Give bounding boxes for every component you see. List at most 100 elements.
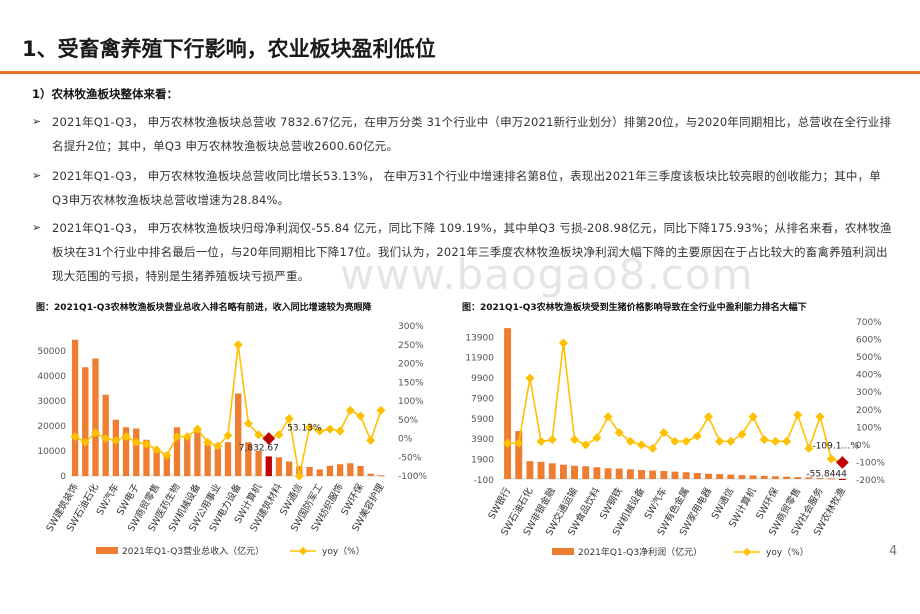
y-right-tick-label: 400% xyxy=(856,371,882,381)
bar xyxy=(582,466,590,479)
y-right-tick-label: 500% xyxy=(856,353,882,363)
watermark: www.baogao8.com xyxy=(340,250,754,299)
legend-label-bar: 2021年Q1-Q3净利润（亿元） xyxy=(578,546,702,558)
bar xyxy=(143,439,150,476)
bar xyxy=(82,367,89,476)
yoy-point xyxy=(603,412,613,422)
y-left-tick-label: 13900 xyxy=(465,333,494,343)
title-divider xyxy=(0,71,920,74)
y-right-tick-label: 0% xyxy=(856,441,871,451)
bar xyxy=(749,475,757,479)
yoy-point xyxy=(111,435,121,445)
yoy-point xyxy=(70,432,80,442)
bar xyxy=(357,466,364,476)
yoy-point xyxy=(782,436,792,446)
bar xyxy=(626,469,634,479)
section-subheading: 1）农林牧渔板块整体来看： xyxy=(32,87,179,101)
chart-title-revenue: 图：2021Q1-Q3农林牧渔板块营业总收入排名略有前进，收入同比增速较为亮眼降 xyxy=(36,303,372,313)
yoy-point xyxy=(305,422,315,432)
yoy-point xyxy=(836,456,849,469)
yoy-point xyxy=(681,436,691,446)
bar xyxy=(805,477,813,479)
y-right-tick-label: -100% xyxy=(398,472,427,482)
y-left-tick-label: 3900 xyxy=(471,435,494,445)
bar xyxy=(286,461,293,476)
bar xyxy=(235,393,242,476)
yoy-point xyxy=(345,405,355,415)
yoy-point xyxy=(692,431,702,441)
arrow-bullet-icon: ➢ xyxy=(32,169,42,182)
arrow-bullet-icon: ➢ xyxy=(32,221,42,234)
y-left-tick-label: 20000 xyxy=(37,422,66,432)
bar xyxy=(760,475,768,479)
y-right-tick-label: 300% xyxy=(856,388,882,398)
legend-label-line: yoy（%） xyxy=(322,546,365,557)
y-right-tick-label: 50% xyxy=(398,416,418,426)
value-annotation: 7,832.67 xyxy=(239,443,279,453)
yoy-point xyxy=(233,340,243,350)
yoy-point xyxy=(131,437,141,447)
legend-label-line: yoy（%） xyxy=(766,547,809,558)
bullet-text: 2021年Q1-Q3， 申万农林牧渔板块总营收同比增长53.13%， 在申万31… xyxy=(52,169,881,207)
bar xyxy=(716,474,724,479)
yoy-point xyxy=(525,373,535,383)
y-left-tick-label: 9900 xyxy=(471,374,494,384)
bar xyxy=(316,469,323,476)
bar xyxy=(296,466,303,476)
bar xyxy=(347,463,354,476)
yoy-point xyxy=(748,412,758,422)
bar xyxy=(194,429,201,476)
bar xyxy=(275,457,283,476)
bar xyxy=(515,431,523,479)
yoy-point xyxy=(570,435,580,445)
y-left-tick-label: 0 xyxy=(60,472,66,482)
bar xyxy=(245,442,252,476)
bar xyxy=(184,436,191,476)
y-left-tick-label: 30000 xyxy=(37,397,66,407)
legend-label-bar: 2021年Q1-Q3营业总收入（亿元） xyxy=(122,545,264,557)
bar xyxy=(112,419,120,476)
yoy-point xyxy=(141,439,151,449)
bullet-paragraph-profit: ➢ 2021年Q1-Q3， 申万农林牧渔板块归母净利润仅-55.84 亿元，同比… xyxy=(32,216,892,288)
y-left-tick-label: 7900 xyxy=(471,394,494,404)
bar xyxy=(92,358,99,476)
y-left-tick-label: 40000 xyxy=(37,372,66,382)
bar xyxy=(122,427,130,476)
yoy-point xyxy=(366,435,376,445)
bar xyxy=(660,471,668,479)
y-left-tick-label: 1900 xyxy=(471,456,494,466)
bar xyxy=(163,453,170,476)
yoy-point xyxy=(592,433,602,443)
yoy-point xyxy=(759,435,769,445)
yoy-point xyxy=(284,414,294,424)
yoy-point xyxy=(262,432,276,445)
yoy-point xyxy=(737,429,747,439)
value-annotation: -55.8444 xyxy=(806,469,847,479)
yoy-point xyxy=(793,410,803,420)
yoy-point xyxy=(715,436,725,446)
chart-title-profit: 图：2021Q1-Q3农林牧渔板块受到生猪价格影响导致在全行业中盈利能力排名大幅… xyxy=(462,303,807,313)
yoy-point xyxy=(355,411,366,421)
yoy-point xyxy=(703,412,714,422)
profit-chart: -100190039005900790099001190013900-200%-… xyxy=(465,318,885,558)
yoy-point xyxy=(558,338,568,348)
bar xyxy=(537,461,545,479)
bar xyxy=(738,475,746,479)
y-left-tick-label: 5900 xyxy=(471,415,494,425)
bar xyxy=(682,472,690,479)
y-right-tick-label: 150% xyxy=(398,378,424,388)
y-left-tick-label: 50000 xyxy=(37,347,66,357)
bar xyxy=(204,444,211,476)
y-left-tick-label: -100 xyxy=(474,476,495,486)
y-right-tick-label: 200% xyxy=(398,360,424,370)
yoy-annotation: 53.13% xyxy=(287,424,322,434)
bar xyxy=(548,463,556,479)
legend-swatch-bar xyxy=(552,548,574,555)
page-number: 4 xyxy=(889,544,898,559)
y-right-tick-label: 100% xyxy=(398,397,424,407)
bar xyxy=(71,339,79,476)
y-right-tick-label: 250% xyxy=(398,341,424,351)
bar xyxy=(153,449,160,476)
bullet-text: 2021年Q1-Q3， 申万农林牧渔板块总营收 7832.67亿元，在申万分类 … xyxy=(52,115,892,153)
yoy-point xyxy=(636,440,647,450)
